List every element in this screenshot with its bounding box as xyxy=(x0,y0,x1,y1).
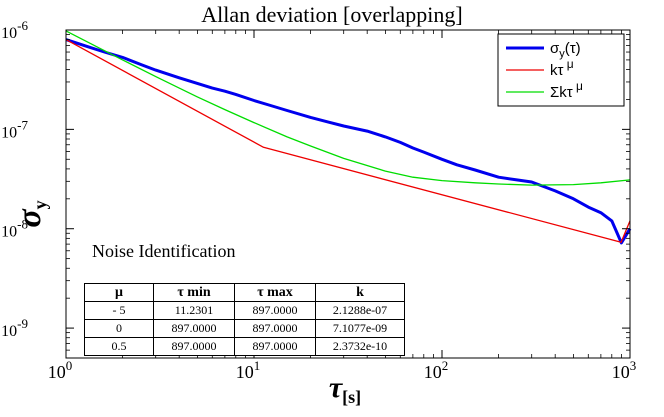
x-tick-label: 100 xyxy=(48,358,73,382)
cell-tau-max: 897.0000 xyxy=(234,337,316,356)
x-axis-label: τ[s] xyxy=(329,371,361,407)
table-row: 0 897.0000 897.0000 7.1077e-09 xyxy=(84,319,405,338)
noise-identification-table: μ τ min τ max k - 5 11.2301 897.0000 2.1… xyxy=(84,283,405,356)
table-header-row: μ τ min τ max k xyxy=(84,283,405,302)
x-tick-label: 103 xyxy=(612,358,637,382)
table-row: 0.5 897.0000 897.0000 2.3732e-10 xyxy=(84,337,405,356)
cell-tau-min: 897.0000 xyxy=(153,319,235,338)
cell-mu: 0.5 xyxy=(84,337,154,356)
y-tick-label: 10-7 xyxy=(1,117,28,141)
cell-k: 2.3732e-10 xyxy=(315,337,405,356)
cell-k: 2.1288e-07 xyxy=(315,301,405,320)
cell-tau-min: 897.0000 xyxy=(153,337,235,356)
series-line-3 xyxy=(65,30,631,186)
cell-tau-max: 897.0000 xyxy=(234,301,316,320)
header-k: k xyxy=(315,283,405,302)
x-tick-label: 102 xyxy=(424,358,449,382)
noise-identification-title: Noise Identification xyxy=(92,241,236,261)
header-mu: μ xyxy=(84,283,154,302)
header-tau-max: τ max xyxy=(234,283,316,302)
y-tick-label: 10-9 xyxy=(1,316,28,340)
series-line-1 xyxy=(65,38,632,245)
plot-frame xyxy=(65,29,631,359)
cell-tau-min: 11.2301 xyxy=(153,301,235,320)
y-axis-label: σy xyxy=(11,200,50,227)
cell-k: 7.1077e-09 xyxy=(315,319,405,338)
legend-label: σy(τ) xyxy=(550,40,581,60)
chart-title: Allan deviation [overlapping] xyxy=(201,2,463,27)
cell-mu: 0 xyxy=(84,319,154,338)
cell-mu: - 5 xyxy=(84,301,154,320)
cell-tau-max: 897.0000 xyxy=(234,319,316,338)
x-tick-label: 101 xyxy=(236,358,261,382)
header-tau-min: τ min xyxy=(153,283,235,302)
series-line-2 xyxy=(65,39,631,243)
table-row: - 5 11.2301 897.0000 2.1288e-07 xyxy=(84,301,405,320)
